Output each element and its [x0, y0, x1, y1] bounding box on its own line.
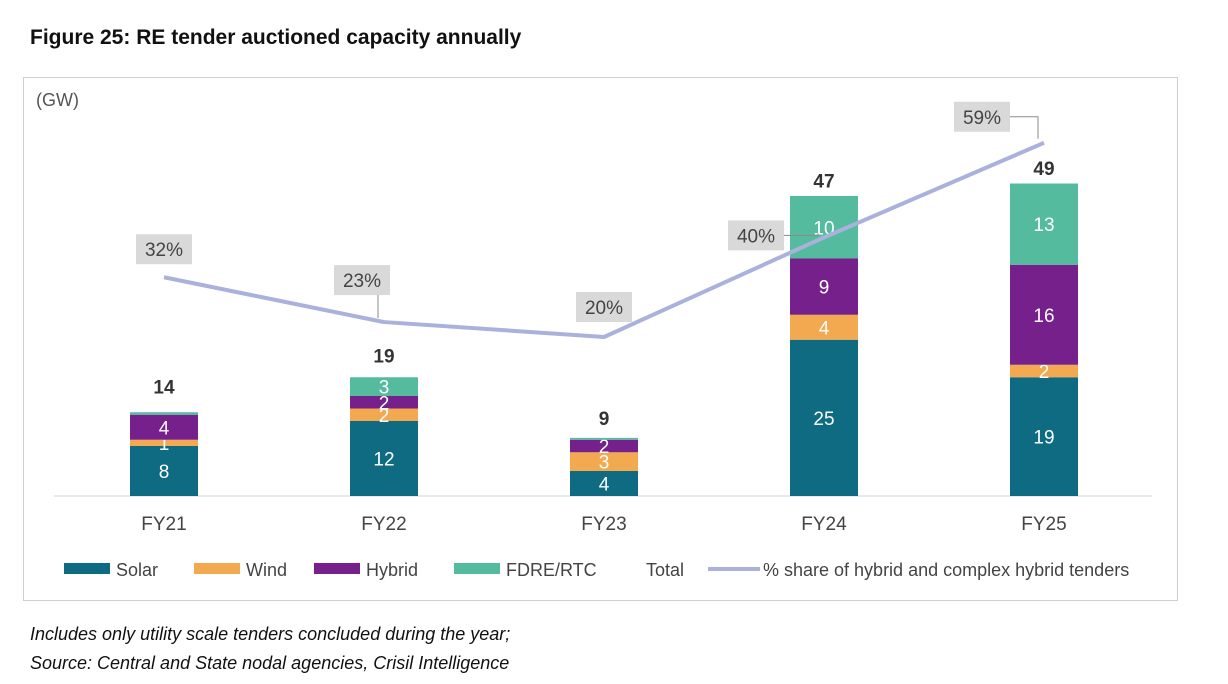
x-tick-label: FY25 — [1021, 514, 1066, 535]
legend-label-wind: Wind — [246, 560, 287, 580]
percent-label-box — [136, 234, 192, 265]
data-label-wind: 1 — [159, 434, 170, 455]
total-label: 14 — [153, 378, 175, 399]
x-tick-label: FY21 — [141, 514, 186, 535]
bar-hybrid-fy23 — [570, 439, 638, 453]
data-label-solar: 12 — [373, 450, 394, 471]
data-label-hybrid: 16 — [1033, 306, 1054, 327]
legend-swatch-fdre — [454, 563, 500, 574]
percent-label: 23% — [343, 271, 381, 292]
bar-wind-fy21 — [130, 439, 198, 446]
percent-label-box — [728, 220, 784, 251]
data-label-solar: 25 — [813, 409, 834, 430]
stacked-bar-chart: (GW)81414FY211222319FY224329FY2325491047… — [36, 90, 1152, 580]
x-tick-label: FY23 — [581, 514, 626, 535]
bar-wind-fy24 — [790, 314, 858, 340]
data-label-wind: 2 — [379, 406, 390, 427]
legend-swatch-wind — [194, 563, 240, 574]
bar-wind-fy22 — [350, 408, 418, 421]
total-label: 19 — [373, 346, 394, 367]
percent-label-box — [954, 101, 1010, 132]
data-label-wind: 3 — [599, 453, 610, 474]
leader-line — [1010, 116, 1039, 139]
percent-label: 40% — [737, 226, 775, 247]
data-label-solar: 8 — [159, 462, 170, 483]
source-note: Source: Central and State nodal agencies… — [30, 653, 510, 673]
total-label: 49 — [1033, 159, 1054, 180]
legend-label-fdre: FDRE/RTC — [506, 560, 597, 580]
data-label-wind: 2 — [1039, 362, 1050, 383]
legend-label-line: % share of hybrid and complex hybrid ten… — [763, 560, 1129, 580]
legend-label-solar: Solar — [116, 560, 158, 580]
percent-label-box — [334, 265, 390, 296]
total-label: 47 — [813, 171, 834, 192]
bar-solar-fy22 — [350, 421, 418, 496]
data-label-hybrid: 9 — [819, 278, 830, 299]
legend-label-hybrid: Hybrid — [366, 560, 418, 580]
legend-label-total: Total — [646, 560, 684, 580]
chart-area: (GW) 8 1 4 14 FY21 12 2 2 3 19 FY22 4 3 2 9 FY23 25 4 9 10 47… — [23, 77, 1178, 601]
bar-fdre-fy21 — [130, 412, 198, 415]
bar-wind-fy25 — [1010, 364, 1078, 378]
percent-label: 20% — [585, 298, 623, 319]
bar-hybrid-fy25 — [1010, 264, 1078, 365]
figure-title: Figure 25: RE tender auctioned capacity … — [30, 26, 522, 49]
footnote: Includes only utility scale tenders conc… — [30, 624, 511, 644]
data-label-wind: 4 — [819, 318, 830, 339]
bar-solar-fy24 — [790, 339, 858, 496]
x-tick-label: FY22 — [361, 514, 406, 535]
bar-fdre-fy25 — [1010, 183, 1078, 265]
x-tick-label: FY24 — [801, 514, 847, 535]
percent-label: 32% — [145, 240, 183, 261]
leader-line — [784, 233, 819, 236]
bar-fdre-fy22 — [350, 377, 418, 396]
data-label-solar: 19 — [1033, 428, 1054, 449]
bar-fdre-fy23 — [570, 437, 638, 440]
bar-solar-fy21 — [130, 446, 198, 496]
data-label-fdre: 3 — [379, 378, 390, 399]
data-label-solar: 4 — [599, 475, 610, 496]
data-label-fdre: 13 — [1033, 215, 1054, 236]
percent-label: 59% — [963, 108, 1001, 129]
percent-label-box — [576, 292, 632, 322]
legend-swatch-solar — [64, 563, 110, 574]
bar-hybrid-fy24 — [790, 258, 858, 315]
data-label-hybrid: 2 — [599, 437, 610, 458]
y-unit-label: (GW) — [36, 90, 79, 110]
share-line — [163, 140, 1045, 339]
bar-hybrid-fy21 — [130, 414, 198, 440]
bar-solar-fy25 — [1010, 377, 1078, 496]
bar-wind-fy23 — [570, 452, 638, 471]
legend-swatch-hybrid — [314, 563, 360, 574]
bar-hybrid-fy22 — [350, 396, 418, 409]
bar-solar-fy23 — [570, 471, 638, 496]
data-label-hybrid: 4 — [159, 418, 170, 439]
total-label: 9 — [599, 409, 610, 430]
data-label-hybrid: 2 — [379, 393, 390, 414]
